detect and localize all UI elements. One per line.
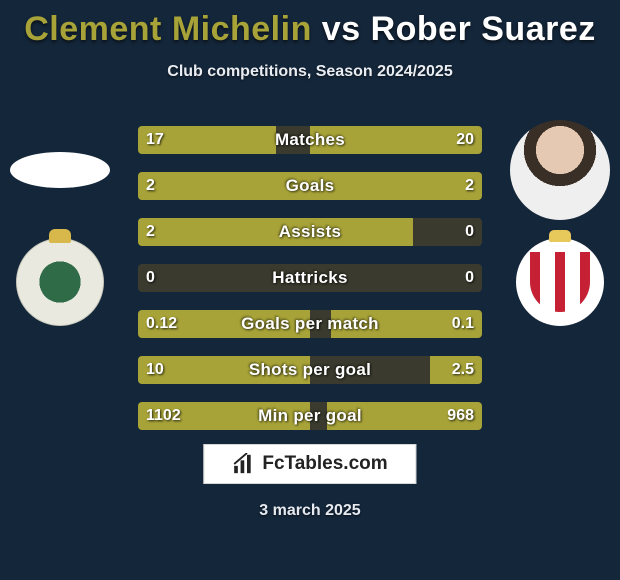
- stat-row: Goals per match0.12 0.1: [138, 310, 482, 338]
- player1-name: Clement Michelin: [24, 10, 312, 48]
- stat-value-left: 0.12: [138, 310, 185, 338]
- stats-bars: Matches1720Goals22Assists20Hattricks00Go…: [138, 126, 482, 430]
- brand-badge: FcTables.com: [203, 444, 416, 484]
- stat-value-right: 2: [457, 172, 482, 200]
- player2-name: Rober Suarez: [371, 10, 596, 48]
- subtitle: Club competitions, Season 2024/2025: [0, 63, 620, 81]
- stat-row: Goals2 2: [138, 172, 482, 200]
- stat-row: Hattricks0 0: [138, 264, 482, 292]
- stat-value-right: 968: [439, 402, 482, 430]
- player1-club-crest: [16, 238, 104, 326]
- stat-row: Min per goal1102 968: [138, 402, 482, 430]
- stat-value-right: 20: [448, 126, 482, 154]
- player2-club-crest: [516, 238, 604, 326]
- stat-label: Shots per goal: [138, 356, 482, 384]
- stat-value-right: 0: [457, 218, 482, 246]
- stat-label: Hattricks: [138, 264, 482, 292]
- stat-label: Goals per match: [138, 310, 482, 338]
- player2-photo: [510, 120, 610, 220]
- page-title: Clement Michelin vs Rober Suarez: [0, 0, 620, 49]
- stat-label: Assists: [138, 218, 482, 246]
- date-text: 3 march 2025: [0, 502, 620, 520]
- vs-text: vs: [322, 10, 361, 48]
- left-column: [10, 120, 110, 326]
- stat-value-left: 2: [138, 172, 163, 200]
- stat-row: Assists2 0: [138, 218, 482, 246]
- stat-value-left: 10: [138, 356, 172, 384]
- stat-value-left: 1102: [138, 402, 189, 430]
- brand-chart-icon: [232, 453, 254, 475]
- stat-label: Matches: [138, 126, 482, 154]
- stat-value-right: 0.1: [444, 310, 482, 338]
- stat-value-right: 0: [457, 264, 482, 292]
- stat-value-right: 2.5: [444, 356, 482, 384]
- stat-value-left: 17: [138, 126, 172, 154]
- brand-text: FcTables.com: [262, 453, 387, 475]
- stat-row: Matches17 20: [138, 126, 482, 154]
- stat-value-left: 2: [138, 218, 163, 246]
- stat-label: Goals: [138, 172, 482, 200]
- stat-value-left: 0: [138, 264, 163, 292]
- right-column: [510, 120, 610, 326]
- stat-label: Min per goal: [138, 402, 482, 430]
- player1-photo: [10, 152, 110, 188]
- stat-row: Shots per goal10 2.5: [138, 356, 482, 384]
